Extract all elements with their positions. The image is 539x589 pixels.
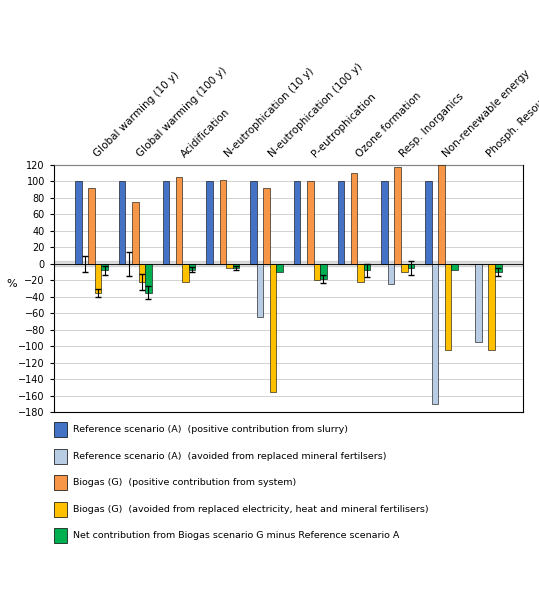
Text: N-eutrophication (10 y): N-eutrophication (10 y) <box>223 67 316 160</box>
Text: N-eutrophication (100 y): N-eutrophication (100 y) <box>266 62 364 160</box>
Bar <box>495 264 501 272</box>
Bar <box>139 264 145 282</box>
Bar <box>95 264 101 293</box>
Text: Biogas (G)  (avoided from replaced electricity, heat and mineral fertilisers): Biogas (G) (avoided from replaced electr… <box>73 505 429 514</box>
Bar <box>54 262 523 266</box>
Bar <box>163 181 169 264</box>
Text: Reference scenario (A)  (avoided from replaced mineral fertilsers): Reference scenario (A) (avoided from rep… <box>73 452 386 461</box>
Text: P-eutrophication: P-eutrophication <box>310 91 378 160</box>
Bar <box>277 264 283 272</box>
Bar <box>132 202 139 264</box>
Bar <box>219 180 226 264</box>
Bar <box>263 188 270 264</box>
Bar <box>182 264 189 282</box>
Text: Global warming (10 y): Global warming (10 y) <box>92 70 181 160</box>
Bar <box>176 177 182 264</box>
Bar <box>438 165 445 264</box>
Text: Non-renewable energy: Non-renewable energy <box>441 68 532 160</box>
Bar <box>314 264 320 280</box>
Bar <box>351 173 357 264</box>
Bar <box>388 264 395 284</box>
Text: Phosph. Resources: Phosph. Resources <box>485 83 539 160</box>
Text: Global warming (100 y): Global warming (100 y) <box>135 65 229 160</box>
Bar <box>307 181 314 264</box>
Text: Reference scenario (A)  (positive contribution from slurry): Reference scenario (A) (positive contrib… <box>73 425 348 435</box>
Bar <box>364 264 370 270</box>
Bar <box>233 264 239 268</box>
Bar <box>320 264 327 279</box>
Bar <box>119 181 126 264</box>
Bar <box>189 264 196 270</box>
Bar <box>145 264 152 293</box>
Bar <box>395 167 401 264</box>
Bar <box>432 264 438 404</box>
Bar <box>226 264 233 268</box>
Bar <box>488 264 495 350</box>
Text: Resp. Inorganics: Resp. Inorganics <box>398 91 466 160</box>
Y-axis label: %: % <box>6 279 17 289</box>
Text: Ozone formation: Ozone formation <box>354 91 423 160</box>
Bar <box>337 181 344 264</box>
Bar <box>425 181 432 264</box>
Bar <box>451 264 458 270</box>
Bar <box>250 181 257 264</box>
Bar <box>101 264 108 270</box>
Bar <box>401 264 407 272</box>
Bar <box>270 264 277 392</box>
Bar <box>357 264 364 282</box>
Bar <box>88 188 95 264</box>
Text: Net contribution from Biogas scenario G minus Reference scenario A: Net contribution from Biogas scenario G … <box>73 531 399 541</box>
Bar <box>206 181 213 264</box>
Bar <box>257 264 263 317</box>
Bar <box>381 181 388 264</box>
Bar <box>407 264 414 268</box>
Bar <box>445 264 451 350</box>
Text: Biogas (G)  (positive contribution from system): Biogas (G) (positive contribution from s… <box>73 478 296 488</box>
Bar <box>475 264 482 342</box>
Bar <box>75 181 82 264</box>
Text: Acidification: Acidification <box>179 107 232 160</box>
Bar <box>294 181 300 264</box>
